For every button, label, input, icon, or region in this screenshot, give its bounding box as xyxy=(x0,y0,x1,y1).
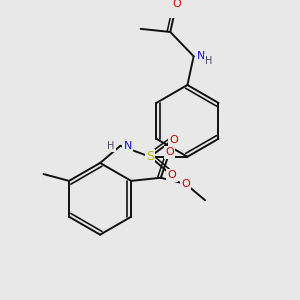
Text: N: N xyxy=(124,141,132,151)
Text: O: O xyxy=(169,135,178,145)
Text: O: O xyxy=(172,0,181,9)
Text: H: H xyxy=(205,56,212,66)
Text: N: N xyxy=(197,51,205,61)
Text: H: H xyxy=(107,141,115,151)
Text: O: O xyxy=(182,179,190,189)
Text: O: O xyxy=(165,147,174,157)
Text: O: O xyxy=(167,170,176,180)
Text: S: S xyxy=(146,150,154,163)
